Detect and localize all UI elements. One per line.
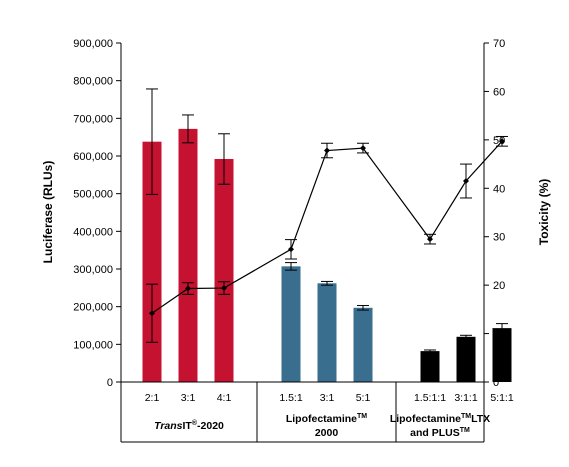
toxicity-point [221, 285, 227, 292]
left-axis-tick-label: 100,000 [73, 339, 113, 351]
left-axis: 0 100,000 200,000 300,000 400,000 500,000 600,… [73, 38, 122, 389]
group-label-part: and PLUS [410, 427, 460, 439]
category-label: 5:1:1 [490, 392, 514, 404]
left-axis-tick-label: 800,000 [73, 76, 113, 88]
toxicity-point [288, 246, 294, 253]
category-label: 1.5:1:1 [414, 392, 446, 404]
toxicity-point [149, 310, 155, 317]
right-axis-tick-label: 20 [493, 280, 505, 292]
right-axis-tick-label: 40 [493, 183, 505, 195]
group-label-line2: 2000 [315, 427, 339, 439]
category-axis: 2:1 3:1 4:1 1.5:1 3:1 5:1 1.5:1:1 3:1:1 5:1:1 Tra… [120, 381, 514, 443]
group-label: LipofectamineTM [286, 413, 367, 425]
bar-series [142, 88, 512, 382]
group-label-part: Lipofectamine [390, 413, 461, 425]
group-label-part: ® [192, 419, 198, 427]
group-label-part: Trans [154, 420, 183, 432]
group-label-part: TM [357, 413, 367, 420]
category-label: 3:1:1 [454, 392, 478, 404]
right-axis-tick-label: 70 [493, 38, 505, 50]
group-label-part: Lipofectamine [286, 413, 357, 425]
group-label-part: LTX [471, 413, 490, 425]
bar [178, 128, 198, 382]
left-axis-title: Luciferase (RLUs) [41, 161, 55, 264]
group-label-part: IT [183, 420, 193, 432]
group-label: LipofectamineTMLTX [390, 413, 490, 425]
category-label: 5:1 [356, 392, 371, 404]
group-label: TransIT®-2020 [154, 419, 224, 432]
left-axis-tick-label: 900,000 [73, 38, 113, 50]
category-label: 3:1 [320, 392, 335, 404]
left-axis-tick-label: 500,000 [73, 189, 113, 201]
group-label-line2: and PLUSTM [410, 427, 470, 439]
right-axis: 010203040506070 [483, 38, 505, 389]
right-axis-tick-label: 30 [493, 232, 505, 244]
bar [142, 141, 162, 382]
bar [281, 266, 301, 382]
left-axis-tick-label: 700,000 [73, 113, 113, 125]
right-axis-title: Toxicity (%) [537, 179, 551, 245]
category-label: 2:1 [145, 392, 160, 404]
line-series [146, 135, 508, 343]
bar [456, 336, 476, 382]
left-axis-tick-label: 200,000 [73, 302, 113, 314]
left-axis-tick-label: 0 [107, 377, 113, 389]
category-label: 3:1 [181, 392, 196, 404]
left-axis-tick-label: 400,000 [73, 226, 113, 238]
bar [214, 159, 234, 382]
bar [317, 283, 337, 382]
group-label-part: -2020 [197, 420, 224, 432]
category-label: 4:1 [217, 392, 232, 404]
left-axis-tick-label: 300,000 [73, 264, 113, 276]
toxicity-point [427, 236, 433, 243]
toxicity-point [360, 145, 366, 152]
right-axis-tick-label: 60 [493, 86, 505, 98]
left-axis-tick-label: 600,000 [73, 151, 113, 163]
toxicity-point [463, 178, 469, 185]
bar [353, 307, 373, 382]
toxicity-point [185, 285, 191, 292]
right-axis-tick-label: 0 [493, 377, 499, 389]
toxicity-point [324, 147, 330, 154]
bar [420, 351, 440, 382]
group-label-part: TM [460, 427, 470, 434]
group-label-part: TM [461, 413, 471, 420]
category-label: 1.5:1 [279, 392, 303, 404]
toxicity-point [499, 138, 505, 145]
bar [492, 328, 512, 382]
